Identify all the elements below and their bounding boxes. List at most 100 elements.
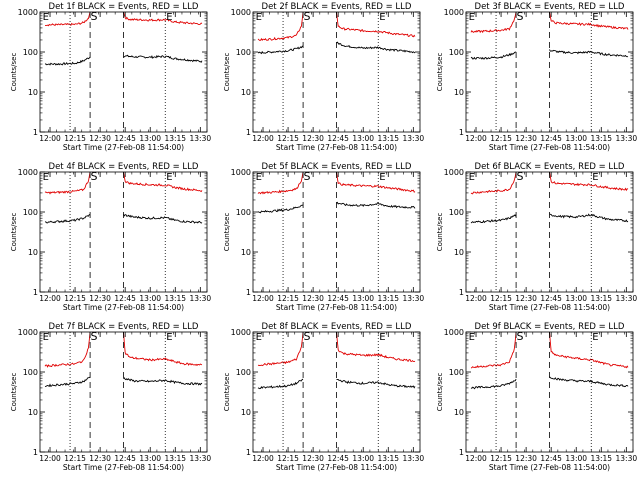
x-tick-label: 13:15 bbox=[590, 294, 612, 303]
end-marker-label: E bbox=[379, 332, 385, 343]
lld-series-line bbox=[336, 11, 416, 38]
y-tick-label: 100 bbox=[449, 208, 464, 217]
end-marker-label: E bbox=[43, 172, 49, 183]
start-marker-label: S bbox=[90, 10, 97, 23]
y-axis-label: Counts/sec bbox=[223, 53, 231, 92]
y-tick-label: 10 bbox=[241, 408, 251, 417]
events-series-line bbox=[336, 201, 416, 209]
y-tick-label: 100 bbox=[236, 208, 251, 217]
lld-series-line bbox=[470, 171, 517, 195]
events-series-line bbox=[257, 45, 304, 55]
x-tick-label: 13:30 bbox=[616, 294, 638, 303]
end-marker-label: E bbox=[469, 12, 475, 23]
x-axis-label: Start Time (27-Feb-08 11:54:00) bbox=[489, 303, 610, 312]
y-axis-label: Counts/sec bbox=[10, 53, 18, 92]
end-marker-label: E bbox=[379, 172, 385, 183]
x-tick-label: 12:30 bbox=[515, 294, 537, 303]
lld-series-line bbox=[336, 171, 416, 193]
x-tick-label: 13:15 bbox=[164, 134, 186, 143]
chart-title: Det 1f BLACK = Events, RED = LLD bbox=[49, 2, 199, 12]
y-tick-label: 1 bbox=[459, 288, 464, 297]
lld-series-line bbox=[549, 171, 629, 192]
chart-title: Det 8f BLACK = Events, RED = LLD bbox=[262, 322, 412, 332]
detector-panel: Det 8f BLACK = Events, RED = LLD S E E 1 10 10… bbox=[213, 320, 426, 480]
chart-title: Det 2f BLACK = Events, RED = LLD bbox=[262, 2, 412, 12]
lld-series-line bbox=[549, 331, 629, 369]
y-axis-label: Counts/sec bbox=[10, 373, 18, 412]
events-series-line bbox=[549, 213, 629, 223]
lld-series-line bbox=[123, 11, 203, 26]
detector-panel: Det 9f BLACK = Events, RED = LLD S E E 1 10 10… bbox=[426, 320, 639, 480]
y-tick-label: 1 bbox=[459, 448, 464, 457]
end-marker-label: E bbox=[43, 12, 49, 23]
x-axis-label: Start Time (27-Feb-08 11:54:00) bbox=[63, 143, 184, 152]
y-tick-label: 1000 bbox=[231, 328, 251, 337]
x-tick-label: 12:15 bbox=[490, 454, 512, 463]
x-axis-label: Start Time (27-Feb-08 11:54:00) bbox=[276, 143, 397, 152]
x-tick-label: 12:00 bbox=[465, 454, 487, 463]
x-tick-label: 12:45 bbox=[540, 454, 562, 463]
x-tick-label: 13:15 bbox=[164, 294, 186, 303]
y-tick-label: 1 bbox=[33, 288, 38, 297]
y-tick-label: 1 bbox=[33, 448, 38, 457]
y-tick-label: 1000 bbox=[18, 328, 38, 337]
events-series-line bbox=[470, 51, 517, 60]
lld-series-line bbox=[123, 171, 203, 193]
x-tick-label: 13:00 bbox=[139, 294, 161, 303]
detector-panel: Det 7f BLACK = Events, RED = LLD S E E 1 10 10… bbox=[0, 320, 213, 480]
y-tick-label: 100 bbox=[236, 368, 251, 377]
x-tick-label: 12:00 bbox=[252, 294, 274, 303]
x-axis-label: Start Time (27-Feb-08 11:54:00) bbox=[489, 143, 610, 152]
start-marker-label: S bbox=[303, 10, 310, 23]
end-marker-label: E bbox=[166, 12, 172, 23]
end-marker-label: E bbox=[592, 332, 598, 343]
start-marker-label: S bbox=[516, 330, 523, 343]
y-tick-label: 10 bbox=[28, 88, 38, 97]
y-tick-label: 1 bbox=[246, 448, 251, 457]
x-tick-label: 13:00 bbox=[565, 454, 587, 463]
x-tick-label: 12:00 bbox=[39, 294, 61, 303]
x-tick-label: 13:30 bbox=[616, 134, 638, 143]
x-tick-label: 13:00 bbox=[565, 134, 587, 143]
events-series-line bbox=[549, 376, 629, 388]
y-tick-label: 100 bbox=[449, 368, 464, 377]
events-series-line bbox=[123, 54, 203, 63]
x-tick-label: 12:30 bbox=[89, 454, 111, 463]
x-tick-label: 12:15 bbox=[490, 134, 512, 143]
x-tick-label: 13:15 bbox=[590, 454, 612, 463]
y-tick-label: 1000 bbox=[18, 168, 38, 177]
start-marker-label: S bbox=[516, 170, 523, 183]
events-series-line bbox=[549, 49, 629, 58]
lld-series-line bbox=[470, 331, 517, 369]
y-tick-label: 1 bbox=[246, 288, 251, 297]
x-axis-label: Start Time (27-Feb-08 11:54:00) bbox=[63, 303, 184, 312]
y-tick-label: 1000 bbox=[444, 168, 464, 177]
x-tick-label: 12:30 bbox=[302, 134, 324, 143]
x-tick-label: 12:15 bbox=[490, 294, 512, 303]
x-tick-label: 13:15 bbox=[377, 134, 399, 143]
lld-series-line bbox=[44, 331, 91, 368]
x-tick-label: 12:45 bbox=[540, 134, 562, 143]
x-tick-label: 12:45 bbox=[114, 134, 136, 143]
x-tick-label: 12:45 bbox=[540, 294, 562, 303]
end-marker-label: E bbox=[379, 12, 385, 23]
x-tick-label: 12:15 bbox=[277, 134, 299, 143]
y-tick-label: 100 bbox=[23, 208, 38, 217]
x-axis-label: Start Time (27-Feb-08 11:54:00) bbox=[489, 463, 610, 472]
x-tick-label: 12:30 bbox=[515, 134, 537, 143]
start-marker-label: S bbox=[90, 170, 97, 183]
x-tick-label: 13:00 bbox=[565, 294, 587, 303]
y-tick-label: 10 bbox=[454, 88, 464, 97]
x-tick-label: 12:15 bbox=[277, 294, 299, 303]
end-marker-label: E bbox=[166, 172, 172, 183]
chart-title: Det 3f BLACK = Events, RED = LLD bbox=[475, 2, 625, 12]
x-tick-label: 12:00 bbox=[465, 134, 487, 143]
lld-series-line bbox=[470, 11, 517, 34]
x-tick-label: 12:45 bbox=[327, 294, 349, 303]
x-tick-label: 12:00 bbox=[465, 294, 487, 303]
lld-series-line bbox=[257, 331, 304, 367]
